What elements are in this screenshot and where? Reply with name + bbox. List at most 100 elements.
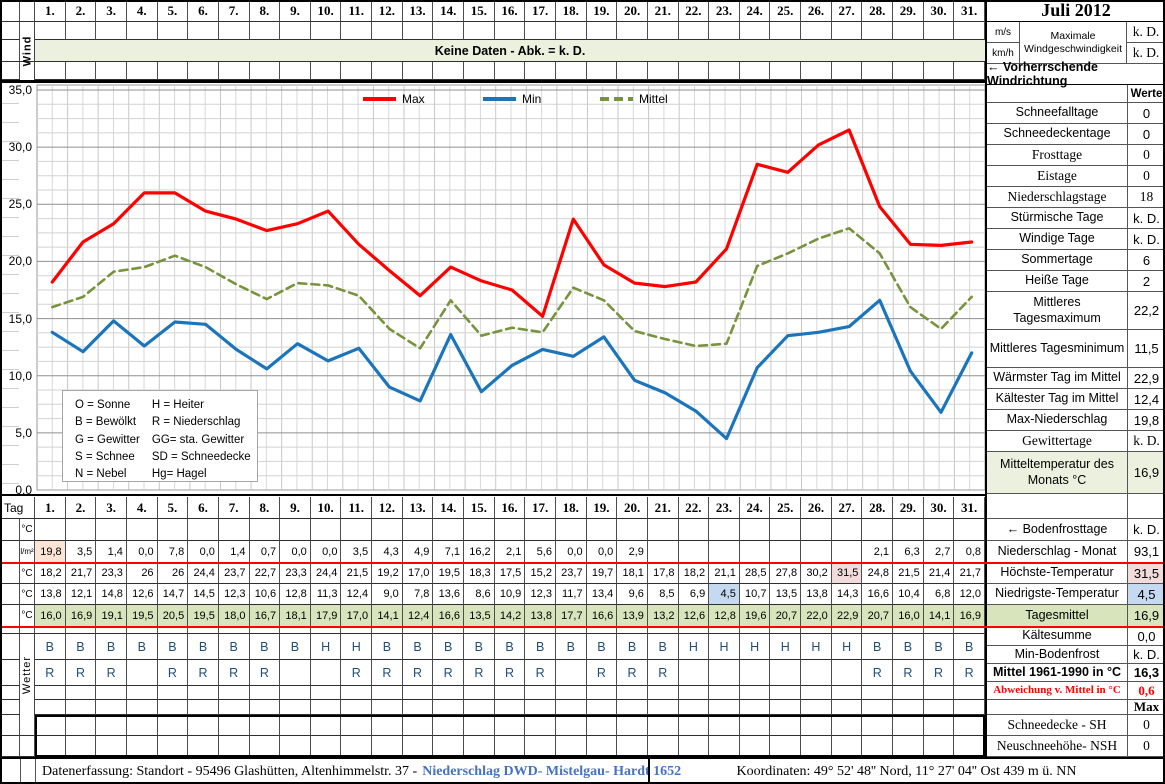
stat-label: Max-Niederschlag [987, 410, 1128, 430]
rain-cell [770, 660, 802, 686]
stat-row-kaeltester-tag: Kältester Tag im Mittel 12,4 [987, 389, 1165, 410]
precip-cell [831, 541, 863, 563]
empty-wind-cell [617, 22, 648, 40]
empty-wind-cell [923, 22, 955, 40]
tmax-cell: 18,2 [35, 563, 66, 584]
empty-wind-cell [893, 62, 924, 80]
gap3-cell [647, 700, 679, 715]
empty-wind-cell [739, 22, 771, 40]
footer-grid-line [20, 759, 21, 784]
stat-value: 6 [1142, 252, 1151, 268]
stat-label: Kältesumme [987, 627, 1128, 645]
precip-cell: 6,3 [893, 541, 924, 563]
stat-row-mittleres-tagesminimum: Mittleres Tagesminimum 11,5 [987, 330, 1165, 368]
clouds-cell: H [678, 634, 710, 660]
legend-swatch [483, 97, 516, 101]
rain-cell: R [525, 660, 556, 686]
clouds-cell: B [35, 634, 66, 660]
day-header-cell: 5. [157, 0, 189, 22]
gap1-cell [770, 627, 802, 634]
stat-row-niedrigste-temperatur: Niedrigste-Temperatur 4,5 [987, 584, 1165, 605]
stat-value: 0 [1143, 147, 1150, 162]
empty-wind-cell [770, 62, 802, 80]
rain-cell: R [157, 660, 189, 686]
row-unit-label: °C [20, 605, 35, 627]
gap2-cell [218, 686, 250, 700]
day-header-cell: 11. [341, 0, 373, 22]
stat-label: Gewittertage [987, 431, 1128, 451]
day-header-cell: 28. [862, 0, 894, 22]
gap2-cell [954, 686, 985, 700]
rain-cell: R [218, 660, 250, 686]
chart-y-tick: 25,0 [8, 197, 32, 212]
gap3-cell [954, 700, 985, 715]
row-edge-cell [0, 563, 20, 584]
gap2-cell [188, 686, 219, 700]
tmax-cell: 21,4 [923, 563, 955, 584]
tag-cell: 18. [555, 497, 587, 519]
box2-cell [678, 736, 710, 757]
tmean-cell: 22,9 [831, 605, 863, 627]
day-header-cell: 22. [678, 0, 710, 22]
gap3-cell [801, 700, 832, 715]
row-edge-cell [0, 634, 20, 660]
tag-cell: 29. [893, 497, 924, 519]
empty-wind-cell [770, 22, 802, 40]
gap1-cell [402, 627, 434, 634]
gap2-cell [923, 686, 955, 700]
clouds-cell: B [923, 634, 955, 660]
clouds-cell: B [157, 634, 189, 660]
stat-row-schneedecke-sh: Schneedecke - SH 0 [987, 715, 1165, 736]
box2-cell [739, 736, 771, 757]
gap1-cell [831, 627, 863, 634]
gap1-cell [249, 627, 281, 634]
rain-cell: R [341, 660, 373, 686]
box1-cell [157, 715, 189, 736]
gap3-cell [923, 700, 955, 715]
empty-wind-cell [555, 22, 587, 40]
rain-cell: R [586, 660, 618, 686]
stat-row-mitteltemperatur-monat: Mitteltemperatur des Monats °C 16,9 [987, 452, 1165, 494]
corner-cell [0, 40, 20, 62]
rain-cell: R [647, 660, 679, 686]
clouds-cell: H [739, 634, 771, 660]
rain-cell: R [402, 660, 434, 686]
stat-label: Schneefalltage [987, 103, 1128, 123]
stat-value: 0,6 [1138, 682, 1155, 698]
tmean-cell: 16,0 [35, 605, 66, 627]
day-header-cell: 30. [923, 0, 955, 22]
tmax-cell: 19,2 [372, 563, 403, 584]
soil-cell [647, 519, 679, 541]
precip-cell: 16,2 [464, 541, 495, 563]
chart-y-tick: 30,0 [8, 140, 32, 155]
tmin-cell: 12,8 [280, 584, 311, 605]
box1-cell [801, 715, 832, 736]
gap3-cell [188, 700, 219, 715]
tmax-cell: 22,7 [249, 563, 281, 584]
gap1-cell [126, 627, 158, 634]
tag-cell: 26. [801, 497, 832, 519]
tmin-cell: 10,6 [249, 584, 281, 605]
tmin-cell: 10,9 [494, 584, 526, 605]
tag-cell: 24. [739, 497, 771, 519]
box1-cell [126, 715, 158, 736]
stat-label: Eistage [987, 166, 1128, 186]
precip-cell [678, 541, 710, 563]
chart-y-tick: 35,0 [8, 83, 32, 97]
stat-value: k. D. [1133, 231, 1160, 247]
clouds-cell: H [770, 634, 802, 660]
tmax-cell: 21,5 [893, 563, 924, 584]
clouds-cell: B [464, 634, 495, 660]
tmax-cell: 24,8 [862, 563, 894, 584]
tmin-cell: 12,3 [525, 584, 556, 605]
statistics-sidebar: Juli 2012 m/s km/h Maximale Windgeschwin… [985, 0, 1165, 784]
symbol-legend-box: O = Sonne B = Bewölkt G = Gewitter S = Schn… [62, 390, 258, 482]
clouds-cell: B [218, 634, 250, 660]
gap2-cell [770, 686, 802, 700]
stat-label: Frosttage [987, 145, 1128, 165]
gap1-cell [494, 627, 526, 634]
gap1-cell [862, 627, 894, 634]
day-header-cell: 25. [770, 0, 802, 22]
row-edge-cell [0, 715, 20, 736]
rain-cell [831, 660, 863, 686]
